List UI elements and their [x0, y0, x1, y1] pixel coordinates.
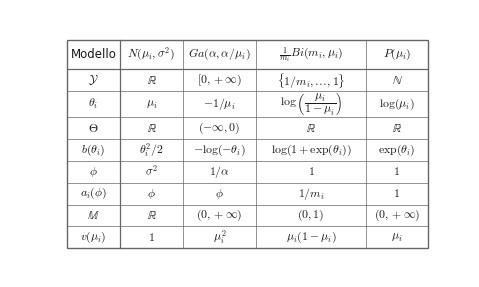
Text: $(0,1)$: $(0,1)$	[297, 208, 325, 223]
Text: $\mathbb{M}$: $\mathbb{M}$	[87, 209, 100, 222]
Text: $[0,+\infty)$: $[0,+\infty)$	[197, 72, 242, 88]
Text: $\Theta$: $\Theta$	[88, 121, 99, 135]
Text: $\mathbb{R}$: $\mathbb{R}$	[147, 73, 157, 87]
Text: $-\log(-\theta_i)$: $-\log(-\theta_i)$	[193, 142, 246, 158]
Text: $1/m_i$: $1/m_i$	[298, 186, 324, 202]
Text: Modello: Modello	[70, 48, 116, 61]
Text: $-1/\mu_i$: $-1/\mu_i$	[203, 96, 236, 112]
Text: $\theta_i^2/2$: $\theta_i^2/2$	[139, 141, 164, 159]
Text: $\theta_i$: $\theta_i$	[89, 97, 99, 111]
Text: $1$: $1$	[308, 165, 315, 178]
Text: $b(\theta_i)$: $b(\theta_i)$	[81, 142, 105, 158]
Text: $1$: $1$	[393, 165, 400, 178]
Text: $\mathbb{R}$: $\mathbb{R}$	[147, 121, 157, 135]
Text: $Ga(\alpha, \alpha/\mu_i)$: $Ga(\alpha, \alpha/\mu_i)$	[188, 47, 251, 62]
Text: $\mu_i$: $\mu_i$	[391, 231, 403, 244]
Text: $\sigma^2$: $\sigma^2$	[145, 165, 158, 179]
Text: $\mathbb{R}$: $\mathbb{R}$	[392, 121, 402, 135]
Text: $\mu_i(1-\mu_i)$: $\mu_i(1-\mu_i)$	[285, 230, 336, 245]
Text: $\frac{1}{m_i}Bi(m_i, \mu_i)$: $\frac{1}{m_i}Bi(m_i, \mu_i)$	[279, 45, 343, 64]
Text: $v(\mu_i)$: $v(\mu_i)$	[80, 230, 107, 245]
Text: $\mathbb{R}$: $\mathbb{R}$	[306, 121, 316, 135]
Text: $\log(1+\exp(\theta_i))$: $\log(1+\exp(\theta_i))$	[271, 142, 352, 158]
Text: $(0,+\infty)$: $(0,+\infty)$	[374, 208, 420, 223]
Text: $P(\mu_i)$: $P(\mu_i)$	[383, 47, 411, 62]
Text: $\phi$: $\phi$	[215, 187, 224, 201]
Text: $N(\mu_i, \sigma^2)$: $N(\mu_i, \sigma^2)$	[127, 46, 176, 63]
Text: $\phi$: $\phi$	[89, 165, 98, 179]
Text: $(0,+\infty)$: $(0,+\infty)$	[196, 208, 243, 223]
Text: $\mu_i$: $\mu_i$	[146, 98, 157, 110]
Text: $\mathbb{N}$: $\mathbb{N}$	[391, 73, 402, 87]
Text: $\log\left(\dfrac{\mu_i}{1-\mu_i}\right)$: $\log\left(\dfrac{\mu_i}{1-\mu_i}\right)…	[280, 91, 342, 118]
Text: $\mu_i^2$: $\mu_i^2$	[213, 228, 226, 246]
Text: $a_i(\phi)$: $a_i(\phi)$	[80, 186, 107, 201]
Text: $1$: $1$	[393, 187, 400, 200]
Text: $\exp(\theta_i)$: $\exp(\theta_i)$	[378, 142, 416, 158]
Text: $1/\alpha$: $1/\alpha$	[209, 164, 230, 180]
Text: $(-\infty,0)$: $(-\infty,0)$	[198, 120, 240, 136]
Text: $\phi$: $\phi$	[147, 187, 156, 201]
Text: $\mathbb{R}$: $\mathbb{R}$	[147, 209, 157, 222]
Text: $\mathcal{Y}$: $\mathcal{Y}$	[88, 73, 99, 87]
Text: $\{1/m_i,\ldots,1\}$: $\{1/m_i,\ldots,1\}$	[277, 71, 345, 90]
Text: $1$: $1$	[148, 231, 155, 244]
Text: $\log(\mu_i)$: $\log(\mu_i)$	[379, 96, 415, 112]
